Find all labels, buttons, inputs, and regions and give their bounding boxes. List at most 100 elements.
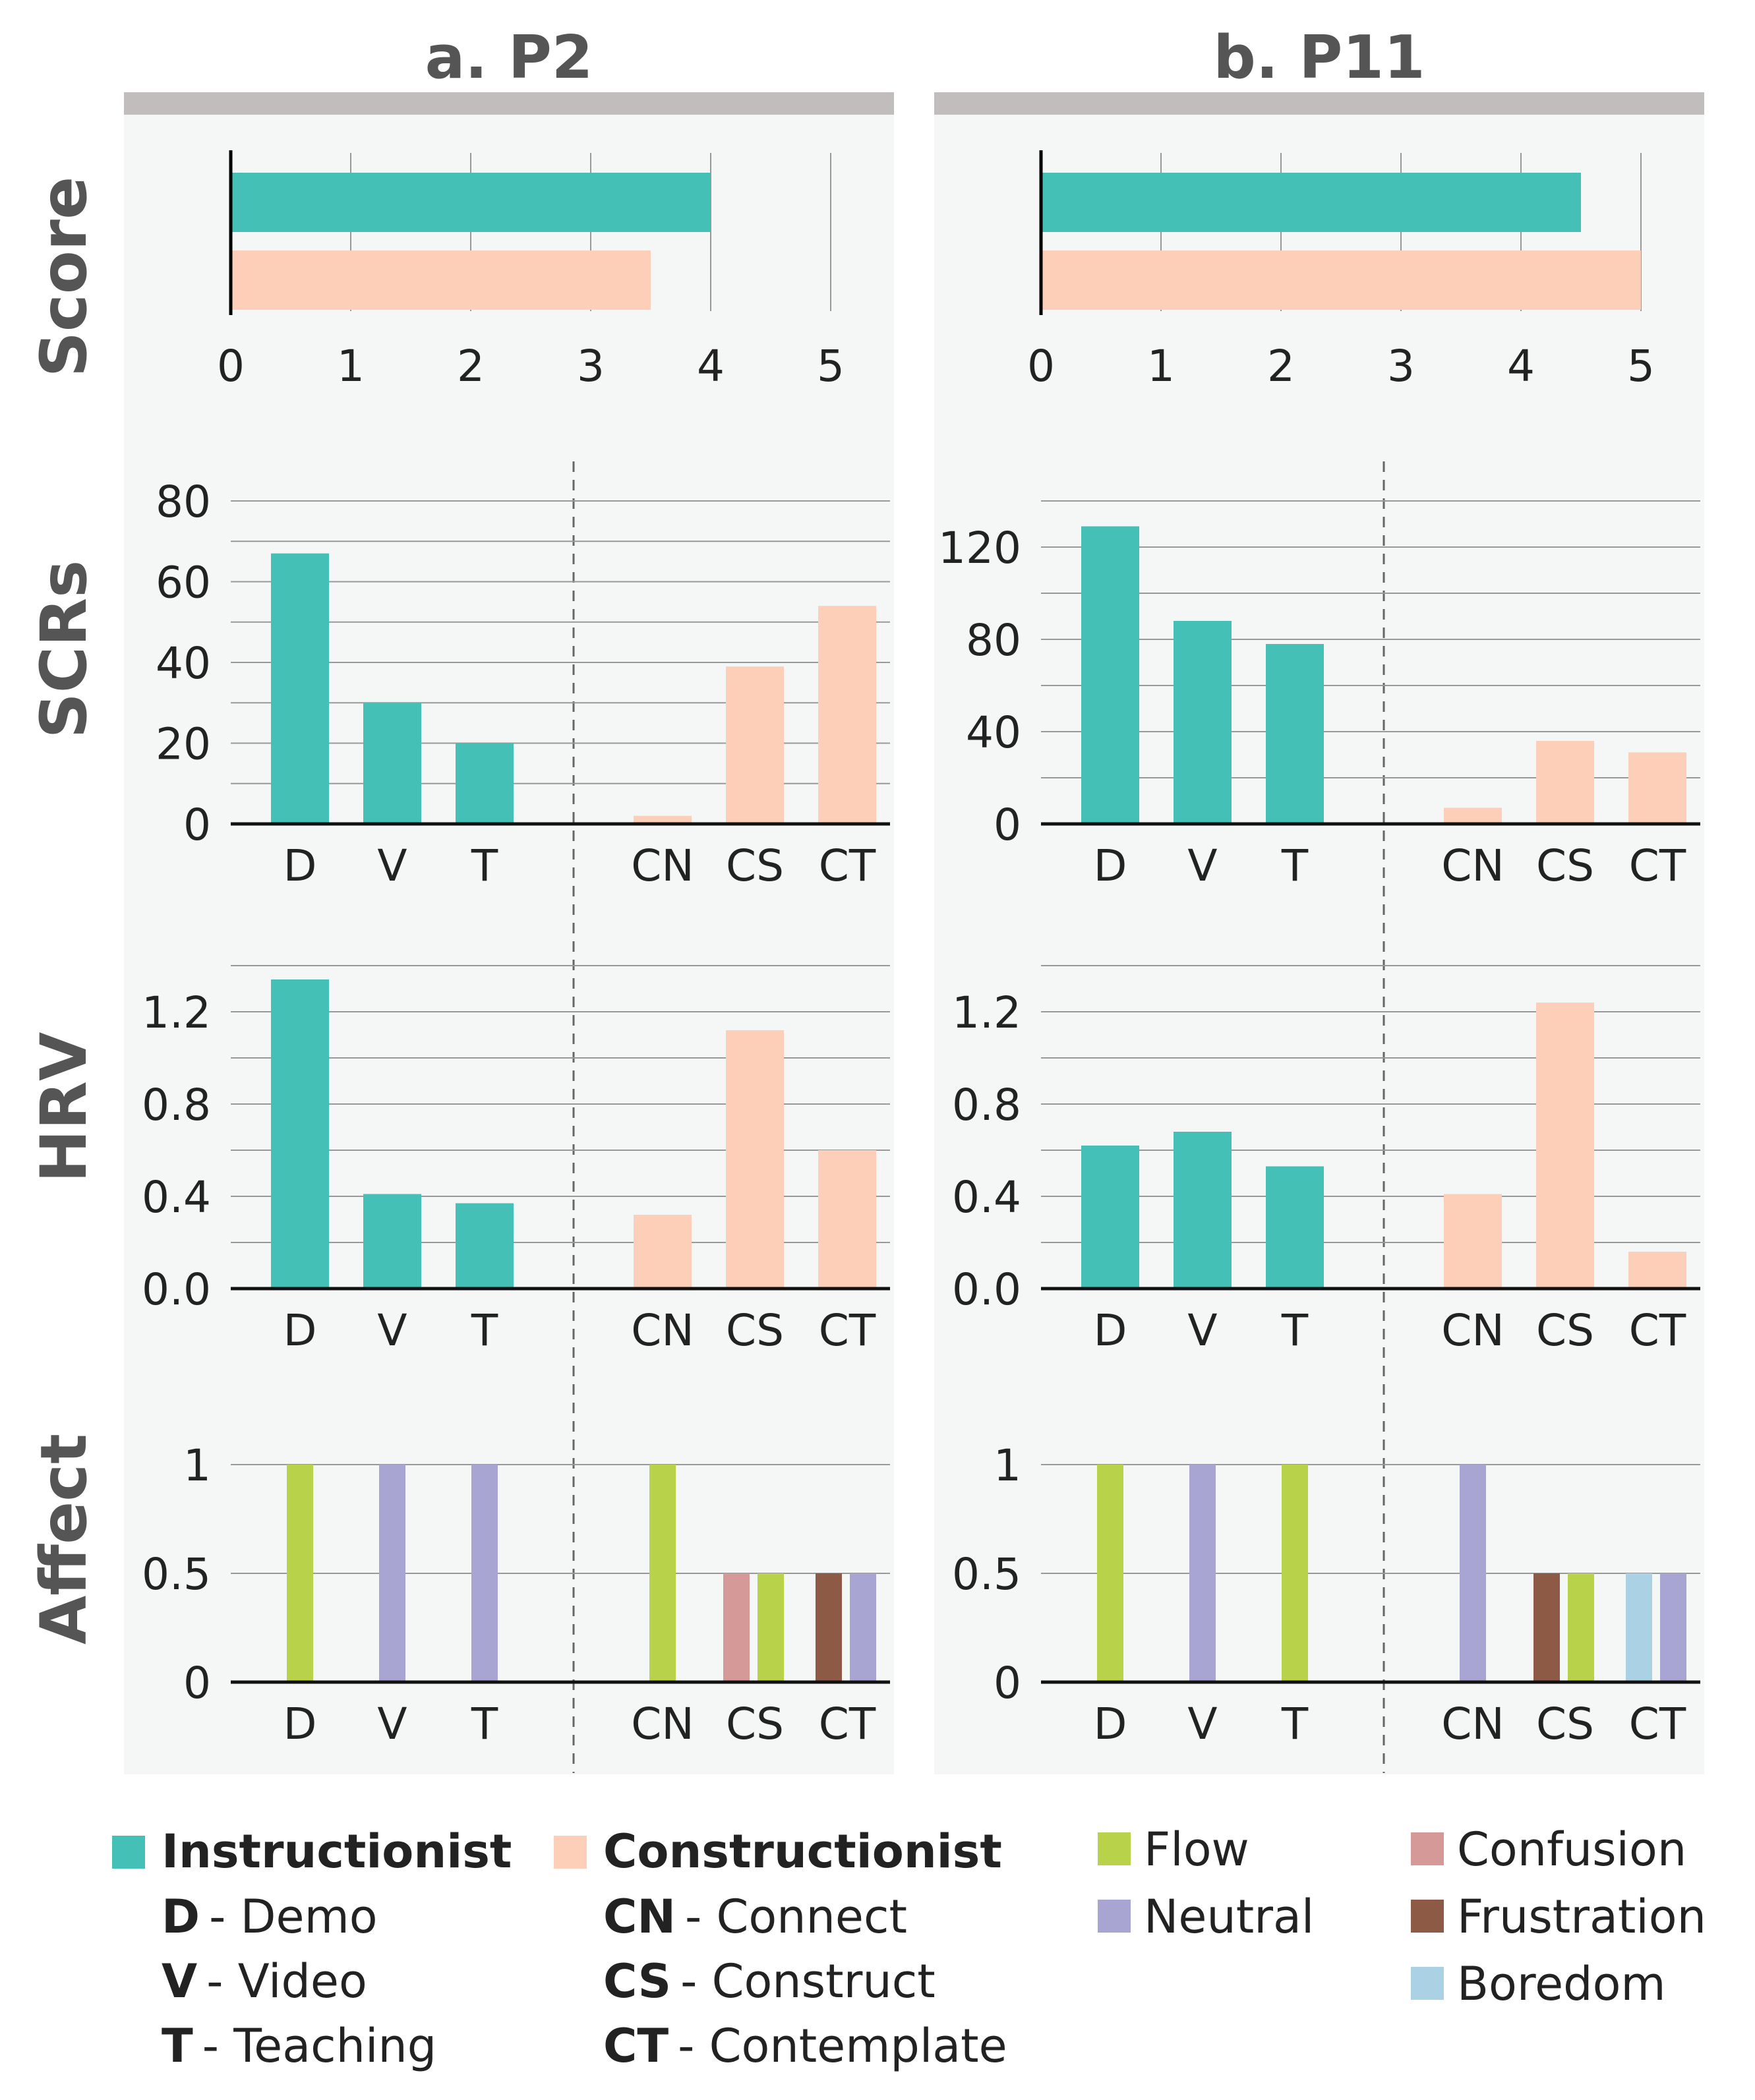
affect-category-label: V	[1187, 1699, 1217, 1749]
affect-chart: 0 0.5 1 D V T CN CS CT	[142, 1440, 890, 1749]
hrv-chart: 0.0 0.4 0.8 1.2 D V T CN CS CT	[142, 965, 890, 1356]
row-label-hrv: HRV	[27, 1032, 101, 1183]
affect-category-label: T	[1281, 1699, 1309, 1749]
scrs-category-label: CN	[631, 840, 694, 891]
scrs-tick-label: 20	[156, 719, 211, 770]
score-chart: 0 1 2 3 4 5	[1027, 150, 1655, 392]
hrv-category-label: V	[1187, 1305, 1217, 1356]
legend-swatch-boredom	[1411, 1967, 1444, 2000]
scrs-category-label: CS	[1536, 840, 1594, 891]
hrv-category-label: T	[1281, 1305, 1309, 1356]
scrs-category-label: V	[377, 840, 407, 891]
hrv-bar-ct	[818, 1150, 876, 1289]
affect-bar-neutral	[379, 1465, 405, 1682]
hrv-tick-label: 0.4	[952, 1172, 1021, 1223]
hrv-tick-label: 1.2	[952, 987, 1021, 1038]
score-chart: 0 1 2 3 4 5	[217, 150, 845, 392]
hrv-bar-v	[363, 1194, 421, 1289]
panel-b: b. P11 0 1 2 3 4 5 0 40 80 120 D V T CN CS CT 0.0 0.4 0.8 1.…	[934, 23, 1704, 1774]
scrs-tick-label: 80	[156, 477, 211, 527]
row-label-scrs: SCRs	[27, 560, 101, 739]
hrv-category-label: CS	[1536, 1305, 1594, 1356]
scrs-bar-cn	[1444, 807, 1502, 824]
panel-header-bar	[124, 92, 894, 115]
panel-background	[934, 113, 1704, 1774]
scrs-bar-d	[1081, 526, 1139, 824]
hrv-category-label: CT	[1629, 1305, 1686, 1356]
legend-title-constructionist: Constructionist	[603, 1824, 1002, 1879]
score-tick-label: 5	[817, 341, 845, 392]
scrs-bar-t	[456, 743, 514, 824]
hrv-tick-label: 1.2	[142, 987, 211, 1038]
scrs-bar-ct	[1628, 752, 1686, 824]
scrs-category-label: CS	[726, 840, 784, 891]
score-tick-label: 2	[457, 341, 485, 392]
scrs-chart: 0 40 80 120 D V T CN CS CT	[938, 500, 1700, 891]
row-label-score: Score	[27, 177, 101, 377]
hrv-tick-label: 0.8	[952, 1080, 1021, 1130]
scrs-tick-label: 60	[156, 558, 211, 608]
affect-category-label: CN	[1441, 1699, 1504, 1749]
legend-item-construct: CS - Construct	[603, 1954, 936, 2008]
affect-chart: 0 0.5 1 D V T CN CS CT	[952, 1440, 1700, 1749]
score-tick-label: 2	[1267, 341, 1295, 392]
scrs-bar-v	[363, 703, 421, 824]
legend-label-confusion: Confusion	[1457, 1823, 1686, 1877]
score-tick-label: 3	[1387, 341, 1415, 392]
hrv-category-label: V	[377, 1305, 407, 1356]
scrs-tick-label: 120	[938, 523, 1021, 573]
scrs-bar-d	[271, 553, 329, 824]
legend-item-connect: CN - Connect	[603, 1890, 907, 1944]
hrv-bar-d	[1081, 1146, 1139, 1289]
panel-title: a. P2	[425, 23, 593, 92]
scrs-chart: 0 20 40 60 80 D V T CN CS CT	[156, 477, 890, 891]
legend-label-flow: Flow	[1144, 1823, 1249, 1877]
affect-tick-label: 1	[183, 1440, 211, 1491]
legend-swatch-confusion	[1411, 1832, 1444, 1865]
hrv-category-label: D	[1094, 1305, 1127, 1356]
affect-category-label: CS	[1536, 1699, 1594, 1749]
hrv-bar-cn	[1444, 1194, 1502, 1289]
scrs-tick-label: 0	[994, 800, 1021, 850]
affect-bar-flow	[1568, 1573, 1594, 1682]
affect-bar-neutral	[1460, 1465, 1486, 1682]
scrs-tick-label: 80	[966, 615, 1021, 666]
hrv-tick-label: 0.0	[142, 1264, 211, 1315]
row-label-affect: Affect	[27, 1434, 101, 1645]
score-tick-label: 0	[217, 341, 245, 392]
legend-swatch-instructionist	[112, 1836, 145, 1869]
affect-bar-flow	[287, 1465, 313, 1682]
hrv-category-label: CT	[819, 1305, 876, 1356]
affect-bar-flow	[649, 1465, 676, 1682]
scrs-category-label: D	[283, 840, 317, 891]
hrv-bar-t	[1266, 1166, 1324, 1289]
legend-item-video: V- Video	[162, 1954, 367, 2008]
score-tick-label: 3	[577, 341, 605, 392]
legend-swatch-flow	[1098, 1832, 1131, 1865]
affect-tick-label: 1	[994, 1440, 1021, 1491]
scrs-category-label: CN	[1441, 840, 1504, 891]
score-bar-instructionist	[231, 173, 711, 232]
row-labels-layer: Score SCRs HRV Affect	[27, 177, 101, 1645]
affect-bar-neutral	[1189, 1465, 1216, 1682]
affect-category-label: CT	[1629, 1699, 1686, 1749]
score-tick-label: 4	[697, 341, 725, 392]
affect-bar-neutral	[471, 1465, 498, 1682]
scrs-bar-cs	[726, 666, 784, 824]
scrs-bar-cs	[1536, 741, 1594, 824]
affect-category-label: D	[1094, 1699, 1127, 1749]
scrs-category-label: CT	[819, 840, 876, 891]
score-bar-constructionist	[1041, 250, 1641, 310]
hrv-category-label: CN	[631, 1305, 694, 1356]
affect-bar-frustration	[1533, 1573, 1560, 1682]
affect-tick-label: 0	[994, 1658, 1021, 1708]
affect-category-label: D	[283, 1699, 317, 1749]
legend: Instructionist D- Demo V- Video T- Teach…	[112, 1823, 1706, 2073]
score-tick-label: 1	[1147, 341, 1175, 392]
affect-bar-flow	[1282, 1465, 1308, 1682]
score-tick-label: 5	[1627, 341, 1655, 392]
hrv-category-label: CS	[726, 1305, 784, 1356]
affect-bar-frustration	[816, 1573, 842, 1682]
